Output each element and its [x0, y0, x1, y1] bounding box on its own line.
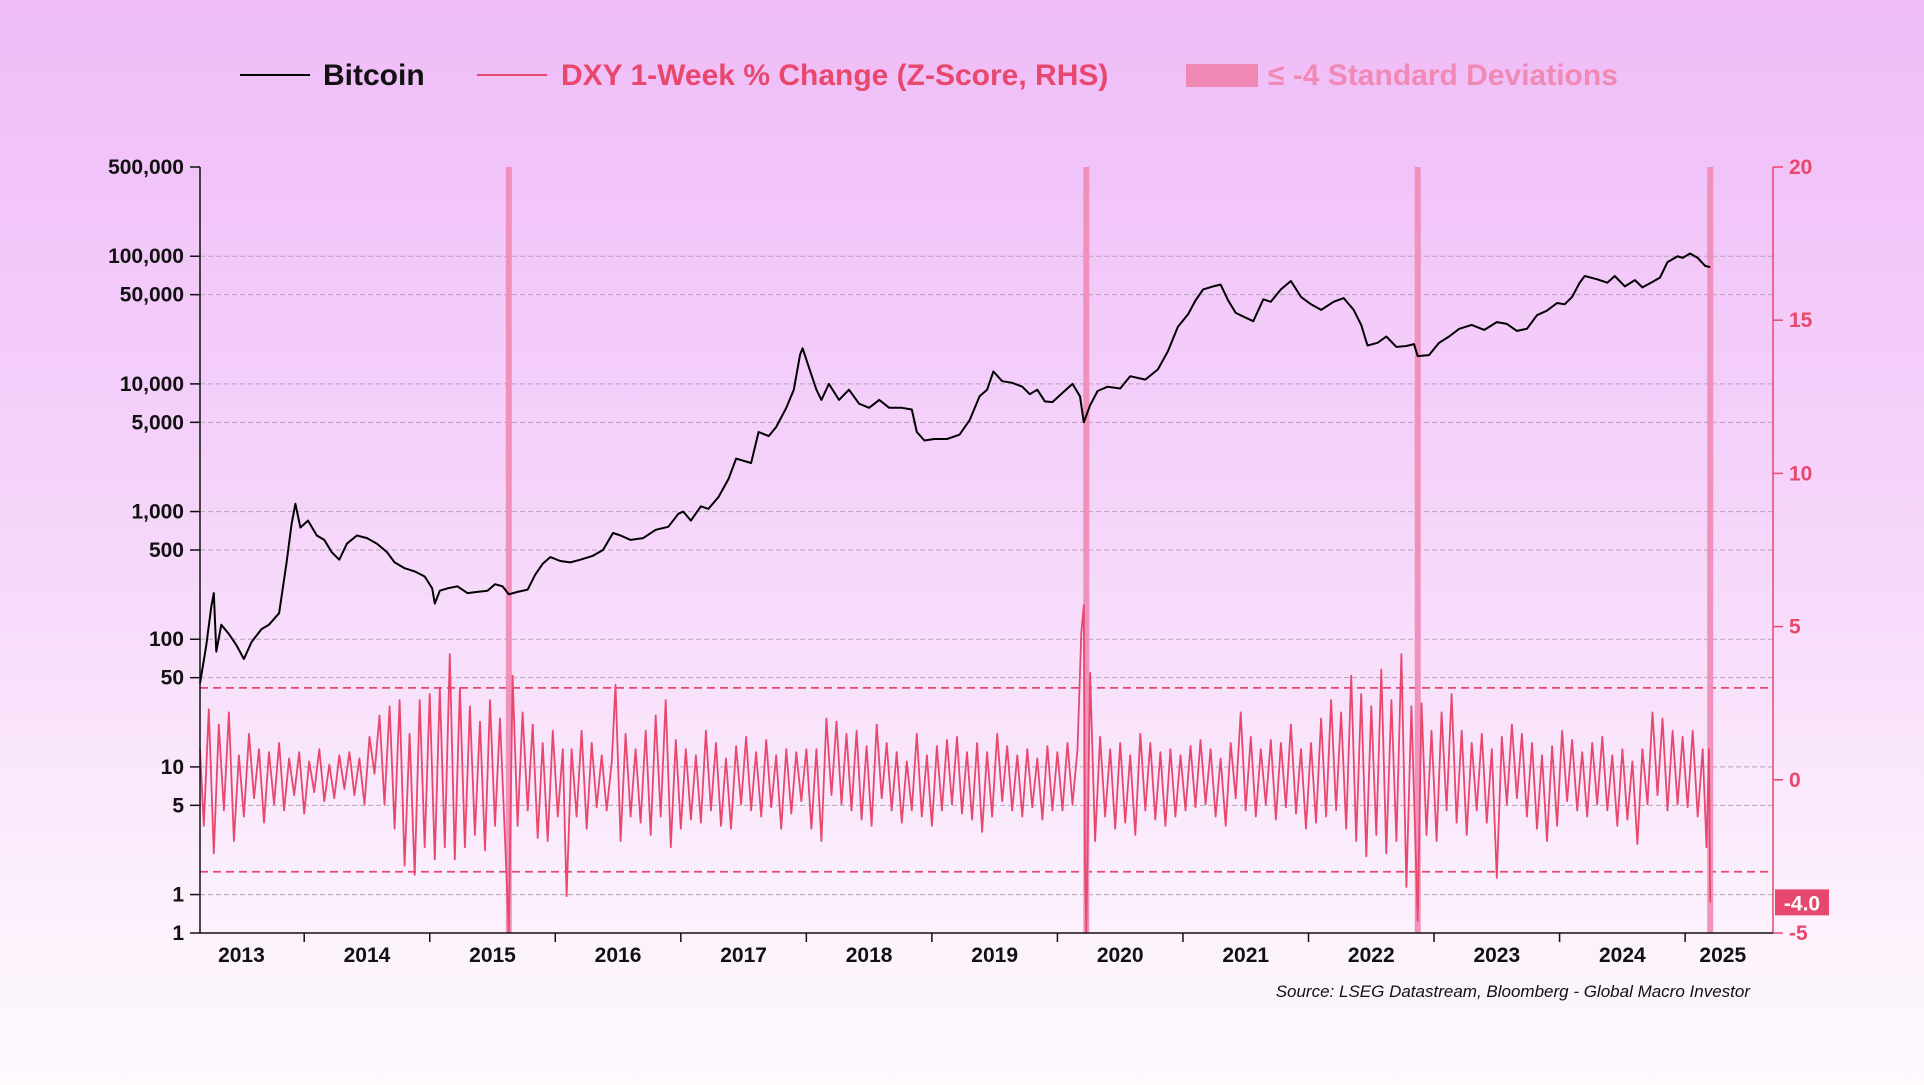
x-tick-label: 2016 — [595, 944, 642, 967]
x-tick-label: 2025 — [1699, 944, 1746, 967]
left-tick-label: 10 — [161, 756, 184, 779]
left-tick-label: 1,000 — [131, 501, 184, 524]
x-tick-label: 2014 — [344, 944, 391, 967]
left-tick-label: 50,000 — [120, 284, 184, 307]
left-tick-label: 50 — [161, 667, 184, 690]
left-tick-label: 10,000 — [120, 373, 184, 396]
std-dev-band — [505, 167, 512, 933]
left-tick-label: 500 — [149, 539, 184, 562]
x-tick-label: 2024 — [1599, 944, 1646, 967]
legend-band-swatch — [1186, 64, 1258, 87]
std-dev-band — [1707, 167, 1714, 933]
last-value-badge — [1775, 889, 1829, 916]
left-tick-label: 5,000 — [131, 411, 184, 434]
gridlines — [200, 255, 1773, 896]
left-tick-label: 5 — [172, 794, 184, 817]
right-tick-label: 10 — [1789, 462, 1812, 485]
x-tick-label: 2021 — [1222, 944, 1269, 967]
right-tick-label: -5 — [1789, 922, 1808, 945]
series-layer — [199, 252, 1712, 934]
x-tick-label: 2019 — [971, 944, 1018, 967]
std-dev-bands — [505, 167, 1714, 933]
x-tick-label: 2020 — [1097, 944, 1144, 967]
left-tick-label: 100,000 — [108, 245, 184, 268]
std-dev-band — [1414, 167, 1421, 933]
left-tick-label: 500,000 — [108, 156, 184, 179]
right-tick-label: 5 — [1789, 616, 1801, 639]
left-tick-label: 1 — [172, 884, 184, 907]
axes: 500,000100,00050,00010,0005,0001,0005001… — [108, 156, 1829, 967]
right-tick-label: 0 — [1789, 769, 1801, 792]
std-dev-band — [1083, 167, 1090, 933]
x-tick-label: 2015 — [469, 944, 516, 967]
x-tick-label: 2022 — [1348, 944, 1395, 967]
right-tick-label: 20 — [1789, 156, 1812, 179]
legend-bitcoin-label: Bitcoin — [323, 59, 425, 92]
legend-dxy-label: DXY 1-Week % Change (Z-Score, RHS) — [561, 59, 1108, 92]
legend: Bitcoin DXY 1-Week % Change (Z-Score, RH… — [240, 59, 1618, 92]
source-note: Source: LSEG Datastream, Bloomberg - Glo… — [1276, 982, 1752, 1001]
left-tick-label: 1 — [172, 922, 184, 945]
x-tick-label: 2018 — [846, 944, 893, 967]
x-tick-label: 2023 — [1473, 944, 1520, 967]
last-value-label: -4.0 — [1784, 892, 1820, 915]
legend-band-label: ≤ -4 Standard Deviations — [1268, 59, 1618, 92]
x-tick-label: 2017 — [720, 944, 767, 967]
bitcoin-line — [199, 252, 1711, 684]
right-tick-label: 15 — [1789, 309, 1813, 332]
left-tick-label: 100 — [149, 628, 184, 651]
x-tick-label: 2013 — [218, 944, 265, 967]
dxy-zscore-line — [199, 604, 1712, 934]
